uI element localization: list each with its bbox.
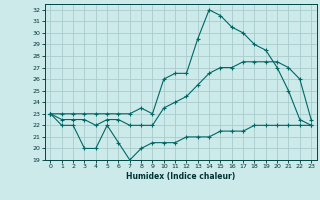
X-axis label: Humidex (Indice chaleur): Humidex (Indice chaleur) xyxy=(126,172,236,181)
